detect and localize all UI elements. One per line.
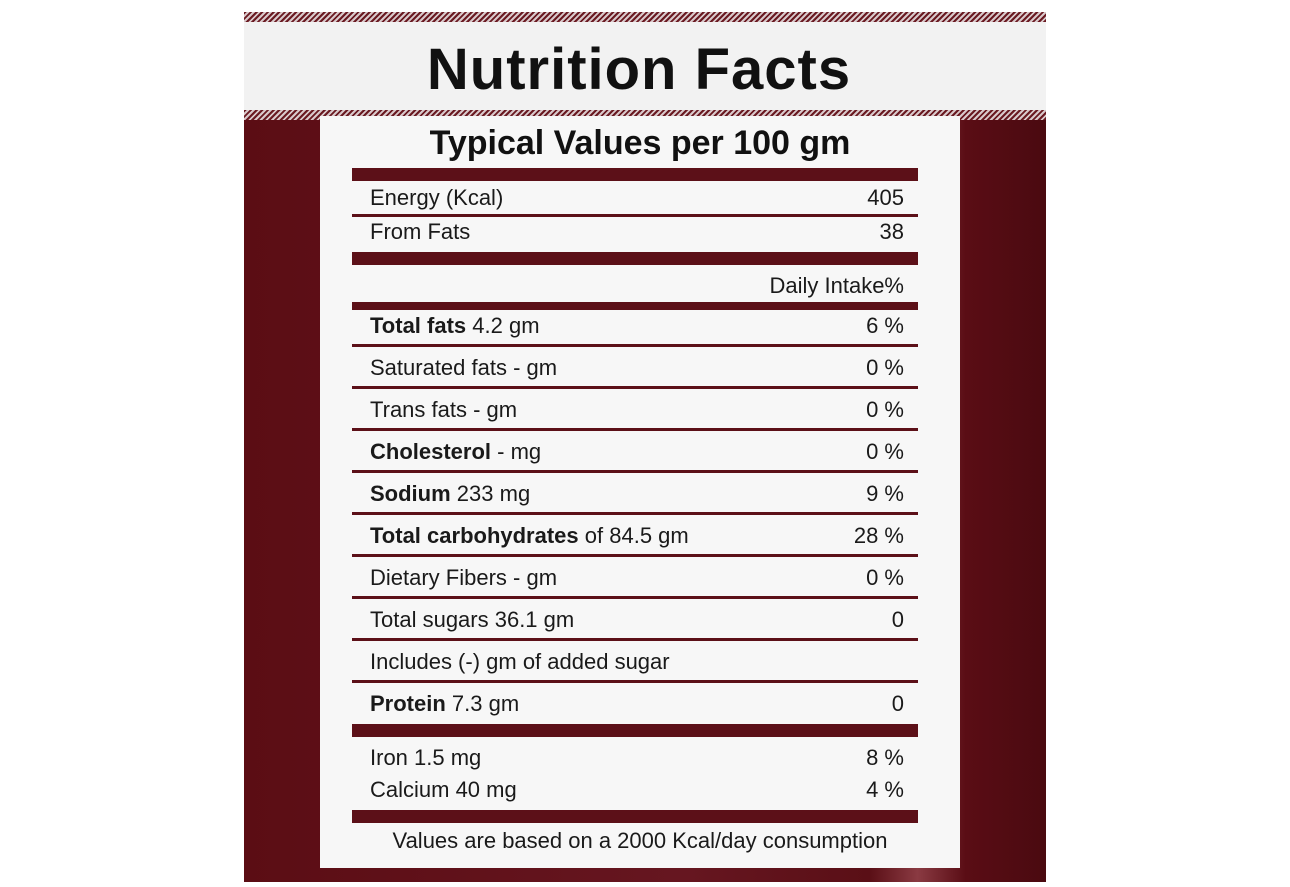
daily-intake-header: Daily Intake% — [769, 273, 904, 298]
banner-stripe — [244, 110, 1046, 120]
top-stripe — [244, 12, 1046, 22]
mineral-value: 8 % — [866, 745, 904, 770]
divider-thick — [352, 252, 918, 265]
nutrient-value: 9 % — [866, 481, 904, 506]
nutrient-row: Total fats 4.2 gm 6 % — [370, 312, 904, 340]
nutrient-value: 0 % — [866, 439, 904, 464]
divider-thin — [352, 470, 918, 473]
from-fats-label: From Fats — [370, 219, 471, 244]
from-fats-row: From Fats 38 — [370, 218, 904, 246]
nutrient-row: Total sugars 36.1 gm 0 — [370, 606, 904, 634]
nutrient-value: 0 % — [866, 397, 904, 422]
nutrient-row: Saturated fats - gm 0 % — [370, 354, 904, 382]
nutrient-value: 0 % — [866, 565, 904, 590]
nutrient-row: Total carbohydrates of 84.5 gm 28 % — [370, 522, 904, 550]
nutrient-detail: Dietary Fibers - gm — [370, 565, 558, 590]
nutrient-name: Total fats — [370, 313, 467, 338]
nutrient-detail: Total sugars 36.1 gm — [370, 607, 575, 632]
divider-thin — [352, 214, 918, 217]
energy-value: 405 — [867, 185, 904, 210]
nutrient-name: Cholesterol — [370, 439, 492, 464]
nutrient-name: Protein — [370, 691, 446, 716]
divider-thin — [352, 344, 918, 347]
divider-thin — [352, 428, 918, 431]
nutrient-value: 0 — [891, 691, 904, 716]
nutrient-value: 0 — [891, 607, 904, 632]
nutrient-detail: Saturated fats - gm — [370, 355, 558, 380]
mineral-label: Iron 1.5 mg — [370, 745, 482, 770]
nutrient-row: Sodium 233 mg 9 % — [370, 480, 904, 508]
divider-thick — [352, 724, 918, 737]
mineral-row: Iron 1.5 mg 8 % — [370, 744, 904, 772]
divider-thin — [352, 386, 918, 389]
nutrient-row: Includes (-) gm of added sugar — [370, 648, 904, 676]
nutrient-detail: Includes (-) gm of added sugar — [370, 649, 670, 674]
nutrient-name: Sodium — [370, 481, 451, 506]
nutrient-detail: Trans fats - gm — [370, 397, 518, 422]
nutrient-row: Trans fats - gm 0 % — [370, 396, 904, 424]
mineral-row: Calcium 40 mg 4 % — [370, 776, 904, 804]
nutrition-facts-title: Nutrition Facts — [426, 37, 852, 102]
energy-row: Energy (Kcal) 405 — [370, 184, 904, 212]
nutrient-value: 6 % — [866, 313, 904, 338]
divider-thin — [352, 554, 918, 557]
nutrient-detail: - mg — [497, 439, 542, 464]
divider-thick — [352, 168, 918, 181]
title-banner: Nutrition Facts — [244, 22, 1046, 110]
nutrient-detail: 4.2 gm — [472, 313, 540, 338]
divider-thin — [352, 638, 918, 641]
nutrient-detail: of 84.5 gm — [584, 523, 689, 548]
nutrient-row: Protein 7.3 gm 0 — [370, 690, 904, 718]
nutrient-value: 28 % — [853, 523, 904, 548]
mineral-value: 4 % — [866, 777, 904, 802]
divider-thin — [352, 596, 918, 599]
nutrient-row: Dietary Fibers - gm 0 % — [370, 564, 904, 592]
typical-values-heading: Typical Values per 100 gm — [429, 124, 851, 162]
nutrient-name: Total carbohydrates — [370, 523, 579, 548]
daily-intake-header-row: Daily Intake% — [370, 272, 904, 300]
nutrient-detail: 7.3 gm — [451, 691, 520, 716]
nutrient-detail: 233 mg — [456, 481, 531, 506]
divider-thick — [352, 810, 918, 823]
divider-thick — [352, 302, 918, 310]
from-fats-value: 38 — [879, 219, 904, 244]
nutrient-value: 0 % — [866, 355, 904, 380]
nutrient-row: Cholesterol - mg 0 % — [370, 438, 904, 466]
energy-label: Energy (Kcal) — [370, 185, 504, 210]
product-package: Nutrition Facts Typical Values per 100 g… — [244, 12, 1046, 882]
mineral-label: Calcium 40 mg — [370, 777, 517, 802]
divider-thin — [352, 680, 918, 683]
nutrition-panel: Typical Values per 100 gm Energy (Kcal) … — [320, 116, 960, 868]
footnote: Values are based on a 2000 Kcal/day cons… — [392, 828, 888, 853]
divider-thin — [352, 512, 918, 515]
